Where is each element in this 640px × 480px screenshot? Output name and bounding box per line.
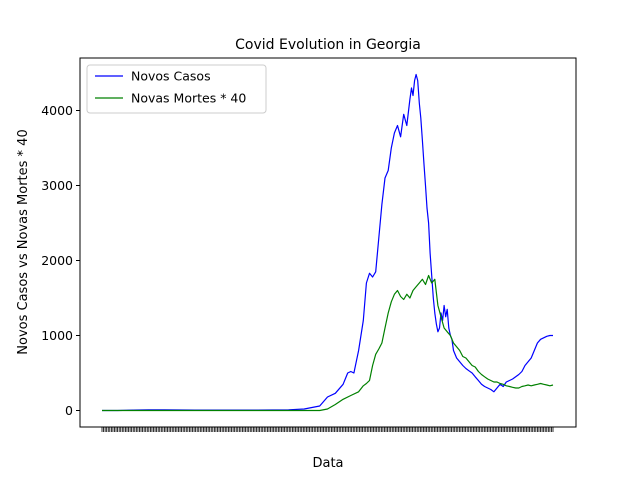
y-tick-label: 2000	[41, 253, 73, 268]
legend: Novos Casos Novas Mortes * 40	[86, 64, 267, 114]
series-line-novos-casos	[102, 73, 553, 412]
y-axis-label: Novos Casos vs Novas Mortes * 40	[16, 129, 31, 354]
y-tick-label: 1000	[41, 328, 73, 343]
legend-label-novas-mortes: Novas Mortes * 40	[131, 91, 246, 106]
legend-label-novos-casos: Novos Casos	[131, 69, 211, 84]
x-axis-label: Data	[312, 456, 343, 471]
legend-box	[86, 64, 267, 114]
y-axis-ticks: 0 1000 2000 3000 4000	[41, 103, 80, 418]
y-tick-label: 0	[65, 403, 73, 418]
series-line-novas-mortes-40	[102, 274, 554, 412]
y-tick-label: 4000	[41, 103, 73, 118]
chart-title: Covid Evolution in Georgia	[235, 37, 421, 53]
x-axis-ticks	[101, 427, 554, 432]
series-layer	[102, 73, 554, 412]
y-tick-label: 3000	[41, 178, 73, 193]
